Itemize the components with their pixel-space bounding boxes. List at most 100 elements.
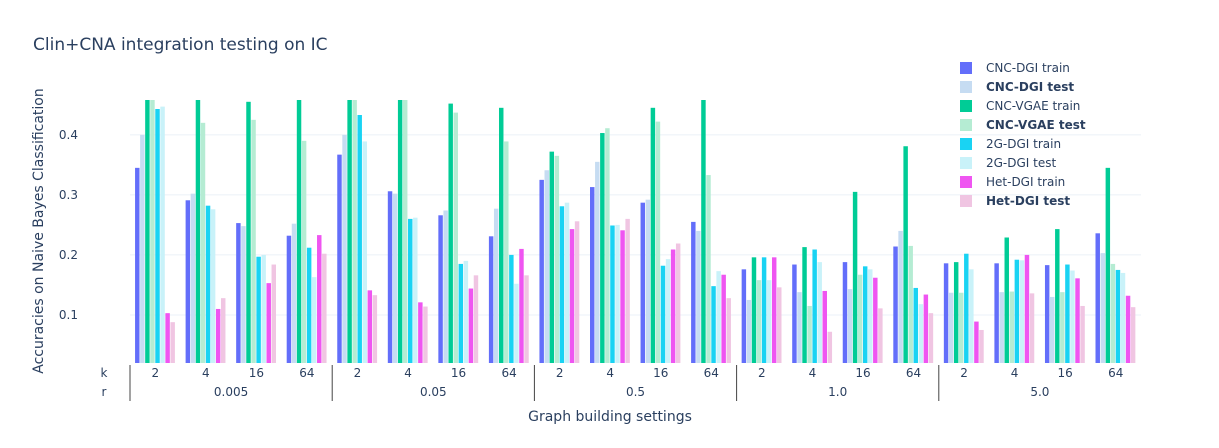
bar [190,193,196,363]
bar [1004,237,1009,363]
bar [721,274,726,363]
bar [337,154,342,363]
bar [1009,291,1015,363]
bar [847,289,853,363]
bar [291,223,297,363]
x-tick-k-label: 16 [249,366,264,380]
bar [1029,293,1035,363]
bar [771,257,777,363]
bar [625,218,630,363]
bar [301,140,307,363]
bar [918,304,924,363]
bar [1080,305,1085,363]
bar [357,115,362,363]
bar [367,290,373,363]
bar [1050,296,1055,363]
bar [862,266,868,363]
legend-swatch [960,157,972,169]
bar [509,254,514,363]
bar [322,253,327,363]
legend-item-label: 2G-DGI test [986,156,1056,170]
legend-swatch [960,100,972,112]
y-tick-label: 0.3 [59,188,78,202]
bar [600,133,605,363]
x-tick-r-label: 1.0 [828,385,847,399]
x-tick-k-label: 16 [855,366,870,380]
bar [655,121,661,364]
bar [842,262,848,363]
bar [852,191,858,363]
bar [1110,263,1116,363]
bar [317,235,322,363]
bar [913,287,918,363]
bar [701,100,706,363]
bar [569,229,575,363]
bar [504,141,509,363]
bar [1130,307,1136,363]
x-tick-k-label: 2 [556,366,564,380]
legend-swatch [960,176,972,188]
bar [574,221,580,363]
y-tick-label: 0.2 [59,248,78,262]
bar [660,265,666,363]
bar [605,128,610,363]
bar [387,191,393,363]
x-tick-k-label: 4 [202,366,210,380]
bar [959,292,964,363]
bar [665,259,671,363]
bar [706,175,711,363]
bar [928,313,934,363]
bar [347,100,352,363]
bar [539,179,544,363]
bar [246,101,251,364]
bar [756,280,762,363]
bar [544,170,549,363]
bar [397,100,403,363]
bar [488,236,494,363]
legend-item-label: Het-DGI test [986,194,1070,208]
bar [150,100,155,363]
bars [135,100,1136,364]
bar [519,248,524,363]
legend-item-label: CNC-VGAE test [986,118,1086,132]
bar [1070,270,1075,363]
x-tick-r-label: 0.005 [214,385,248,399]
x-tick-k-label: 64 [501,366,516,380]
bar [448,103,453,363]
bar [1065,264,1070,363]
bar [827,331,833,363]
bar [898,230,903,363]
bar [969,269,974,363]
bar [691,221,696,363]
bar [413,217,418,363]
bar [241,226,246,363]
bar [236,223,241,363]
axes: 0.1 0.2 0.3 0.4 kr 2 4 16 64 0.005 2 4 16 64 0.05 2 4 16 6… [59,128,1123,401]
x-tick-k-label: 2 [354,366,362,380]
bar [620,230,625,363]
bar [210,209,216,363]
bar [195,100,201,363]
legend-swatch [960,138,972,150]
bar [215,308,221,363]
x-tick-k-label: 64 [704,366,719,380]
x-tick-k-label: 64 [299,366,314,380]
bar [1019,260,1025,363]
bar [1120,272,1126,363]
bar [1100,253,1106,363]
bar [296,100,302,363]
bar [1115,269,1121,363]
bar [266,283,271,363]
bar [974,321,979,363]
bar [590,187,595,363]
bar [463,260,469,363]
bar [256,256,261,363]
bar [493,208,499,363]
bar [640,202,646,363]
bar [615,224,620,363]
legend-swatch [960,119,972,131]
x-tick-k-label: 64 [1108,366,1123,380]
bar [185,200,191,363]
x-tick-k-label: 4 [1011,366,1019,380]
